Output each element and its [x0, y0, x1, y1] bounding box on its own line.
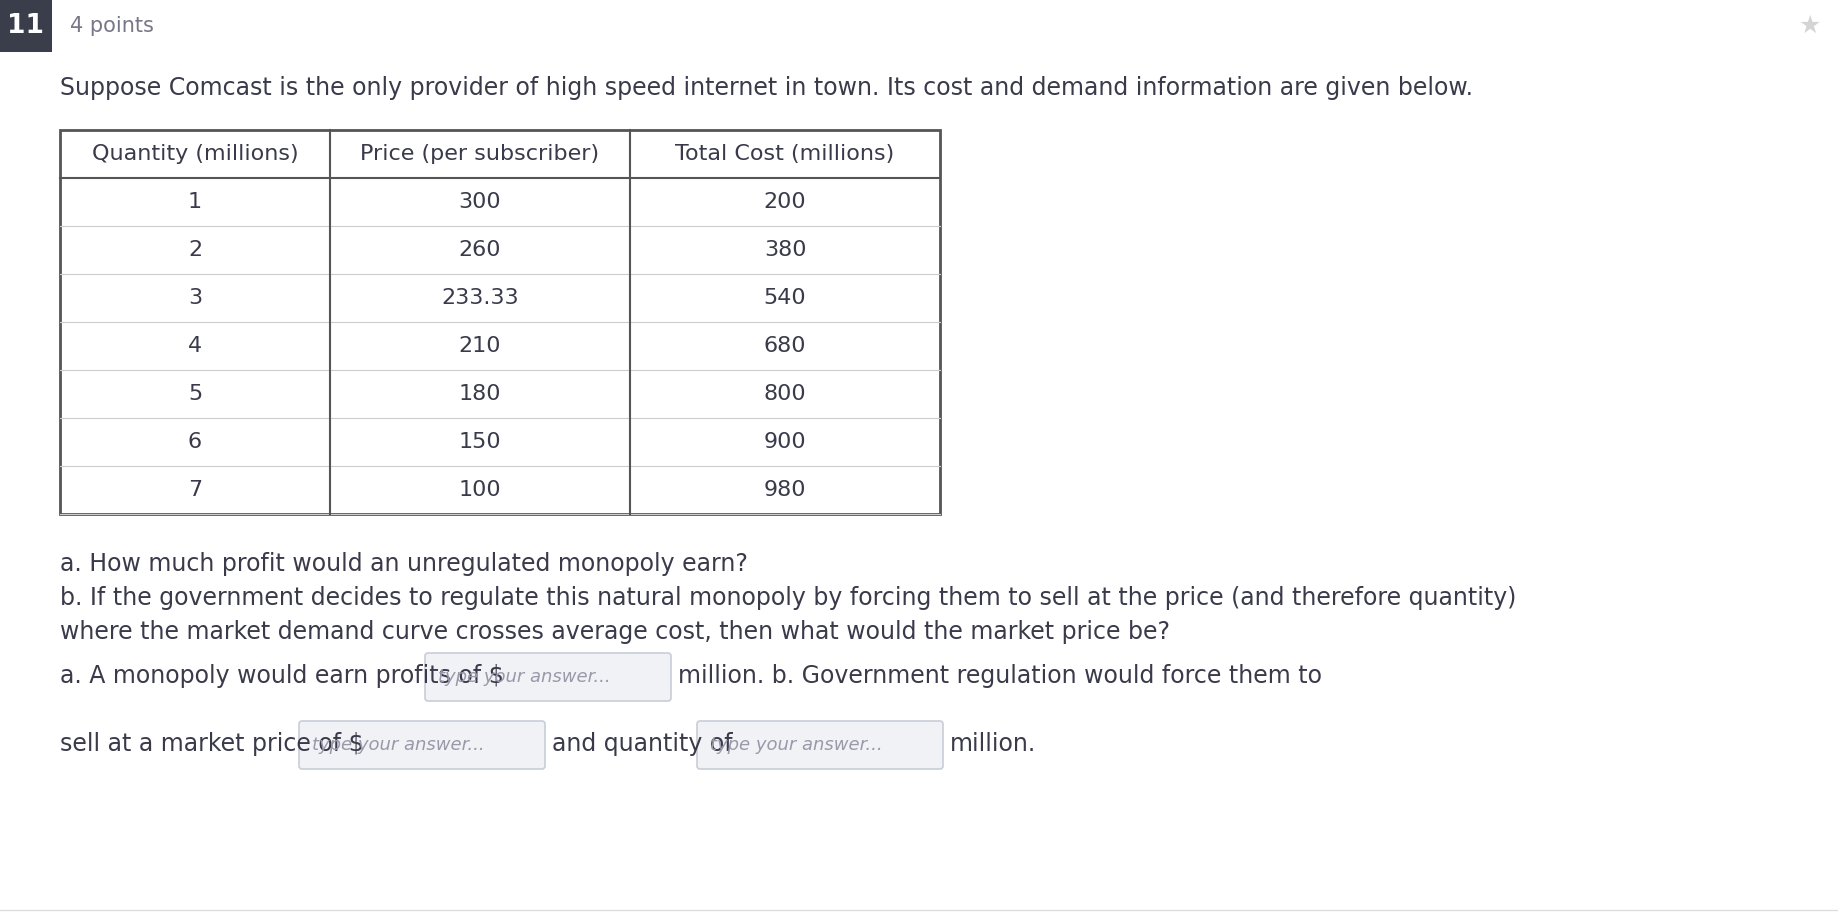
Text: 260: 260 [460, 240, 502, 260]
Text: 233.33: 233.33 [441, 288, 518, 308]
Text: Suppose Comcast is the only provider of high speed internet in town. Its cost an: Suppose Comcast is the only provider of … [61, 76, 1472, 100]
Text: Quantity (millions): Quantity (millions) [92, 144, 298, 164]
Text: type your answer...: type your answer... [709, 736, 882, 754]
Text: 100: 100 [460, 480, 502, 500]
Text: Total Cost (millions): Total Cost (millions) [675, 144, 895, 164]
Text: 1: 1 [187, 192, 202, 212]
Text: where the market demand curve crosses average cost, then what would the market p: where the market demand curve crosses av… [61, 620, 1171, 644]
Text: 7: 7 [187, 480, 202, 500]
Text: 980: 980 [765, 480, 807, 500]
Text: and quantity of: and quantity of [551, 732, 733, 756]
Text: 540: 540 [763, 288, 807, 308]
FancyBboxPatch shape [300, 721, 546, 769]
Text: 6: 6 [187, 432, 202, 452]
Text: ★: ★ [1799, 14, 1821, 38]
Text: 180: 180 [460, 384, 502, 404]
Text: sell at a market price of $: sell at a market price of $ [61, 732, 364, 756]
Text: 200: 200 [763, 192, 807, 212]
Text: type your answer...: type your answer... [437, 668, 610, 686]
Bar [61, 130, 939, 514]
Text: a. How much profit would an unregulated monopoly earn?: a. How much profit would an unregulated … [61, 552, 748, 576]
FancyBboxPatch shape [425, 653, 671, 701]
Text: 4: 4 [187, 336, 202, 356]
Text: 210: 210 [460, 336, 502, 356]
Text: 800: 800 [763, 384, 807, 404]
FancyBboxPatch shape [697, 721, 943, 769]
Text: Price (per subscriber): Price (per subscriber) [360, 144, 599, 164]
Text: 2: 2 [187, 240, 202, 260]
Text: 300: 300 [460, 192, 502, 212]
Text: 680: 680 [765, 336, 807, 356]
Text: type your answer...: type your answer... [312, 736, 485, 754]
Text: million. b. Government regulation would force them to: million. b. Government regulation would … [678, 664, 1322, 688]
Text: 11: 11 [7, 13, 44, 39]
Text: 5: 5 [187, 384, 202, 404]
Text: million.: million. [950, 732, 1037, 756]
Text: 3: 3 [187, 288, 202, 308]
Text: 4 points: 4 points [70, 16, 154, 36]
Text: 150: 150 [460, 432, 502, 452]
Text: 900: 900 [763, 432, 807, 452]
Bar [0, 0, 51, 52]
Text: 380: 380 [765, 240, 807, 260]
Text: b. If the government decides to regulate this natural monopoly by forcing them t: b. If the government decides to regulate… [61, 586, 1516, 610]
Text: a. A monopoly would earn profits of $: a. A monopoly would earn profits of $ [61, 664, 504, 688]
